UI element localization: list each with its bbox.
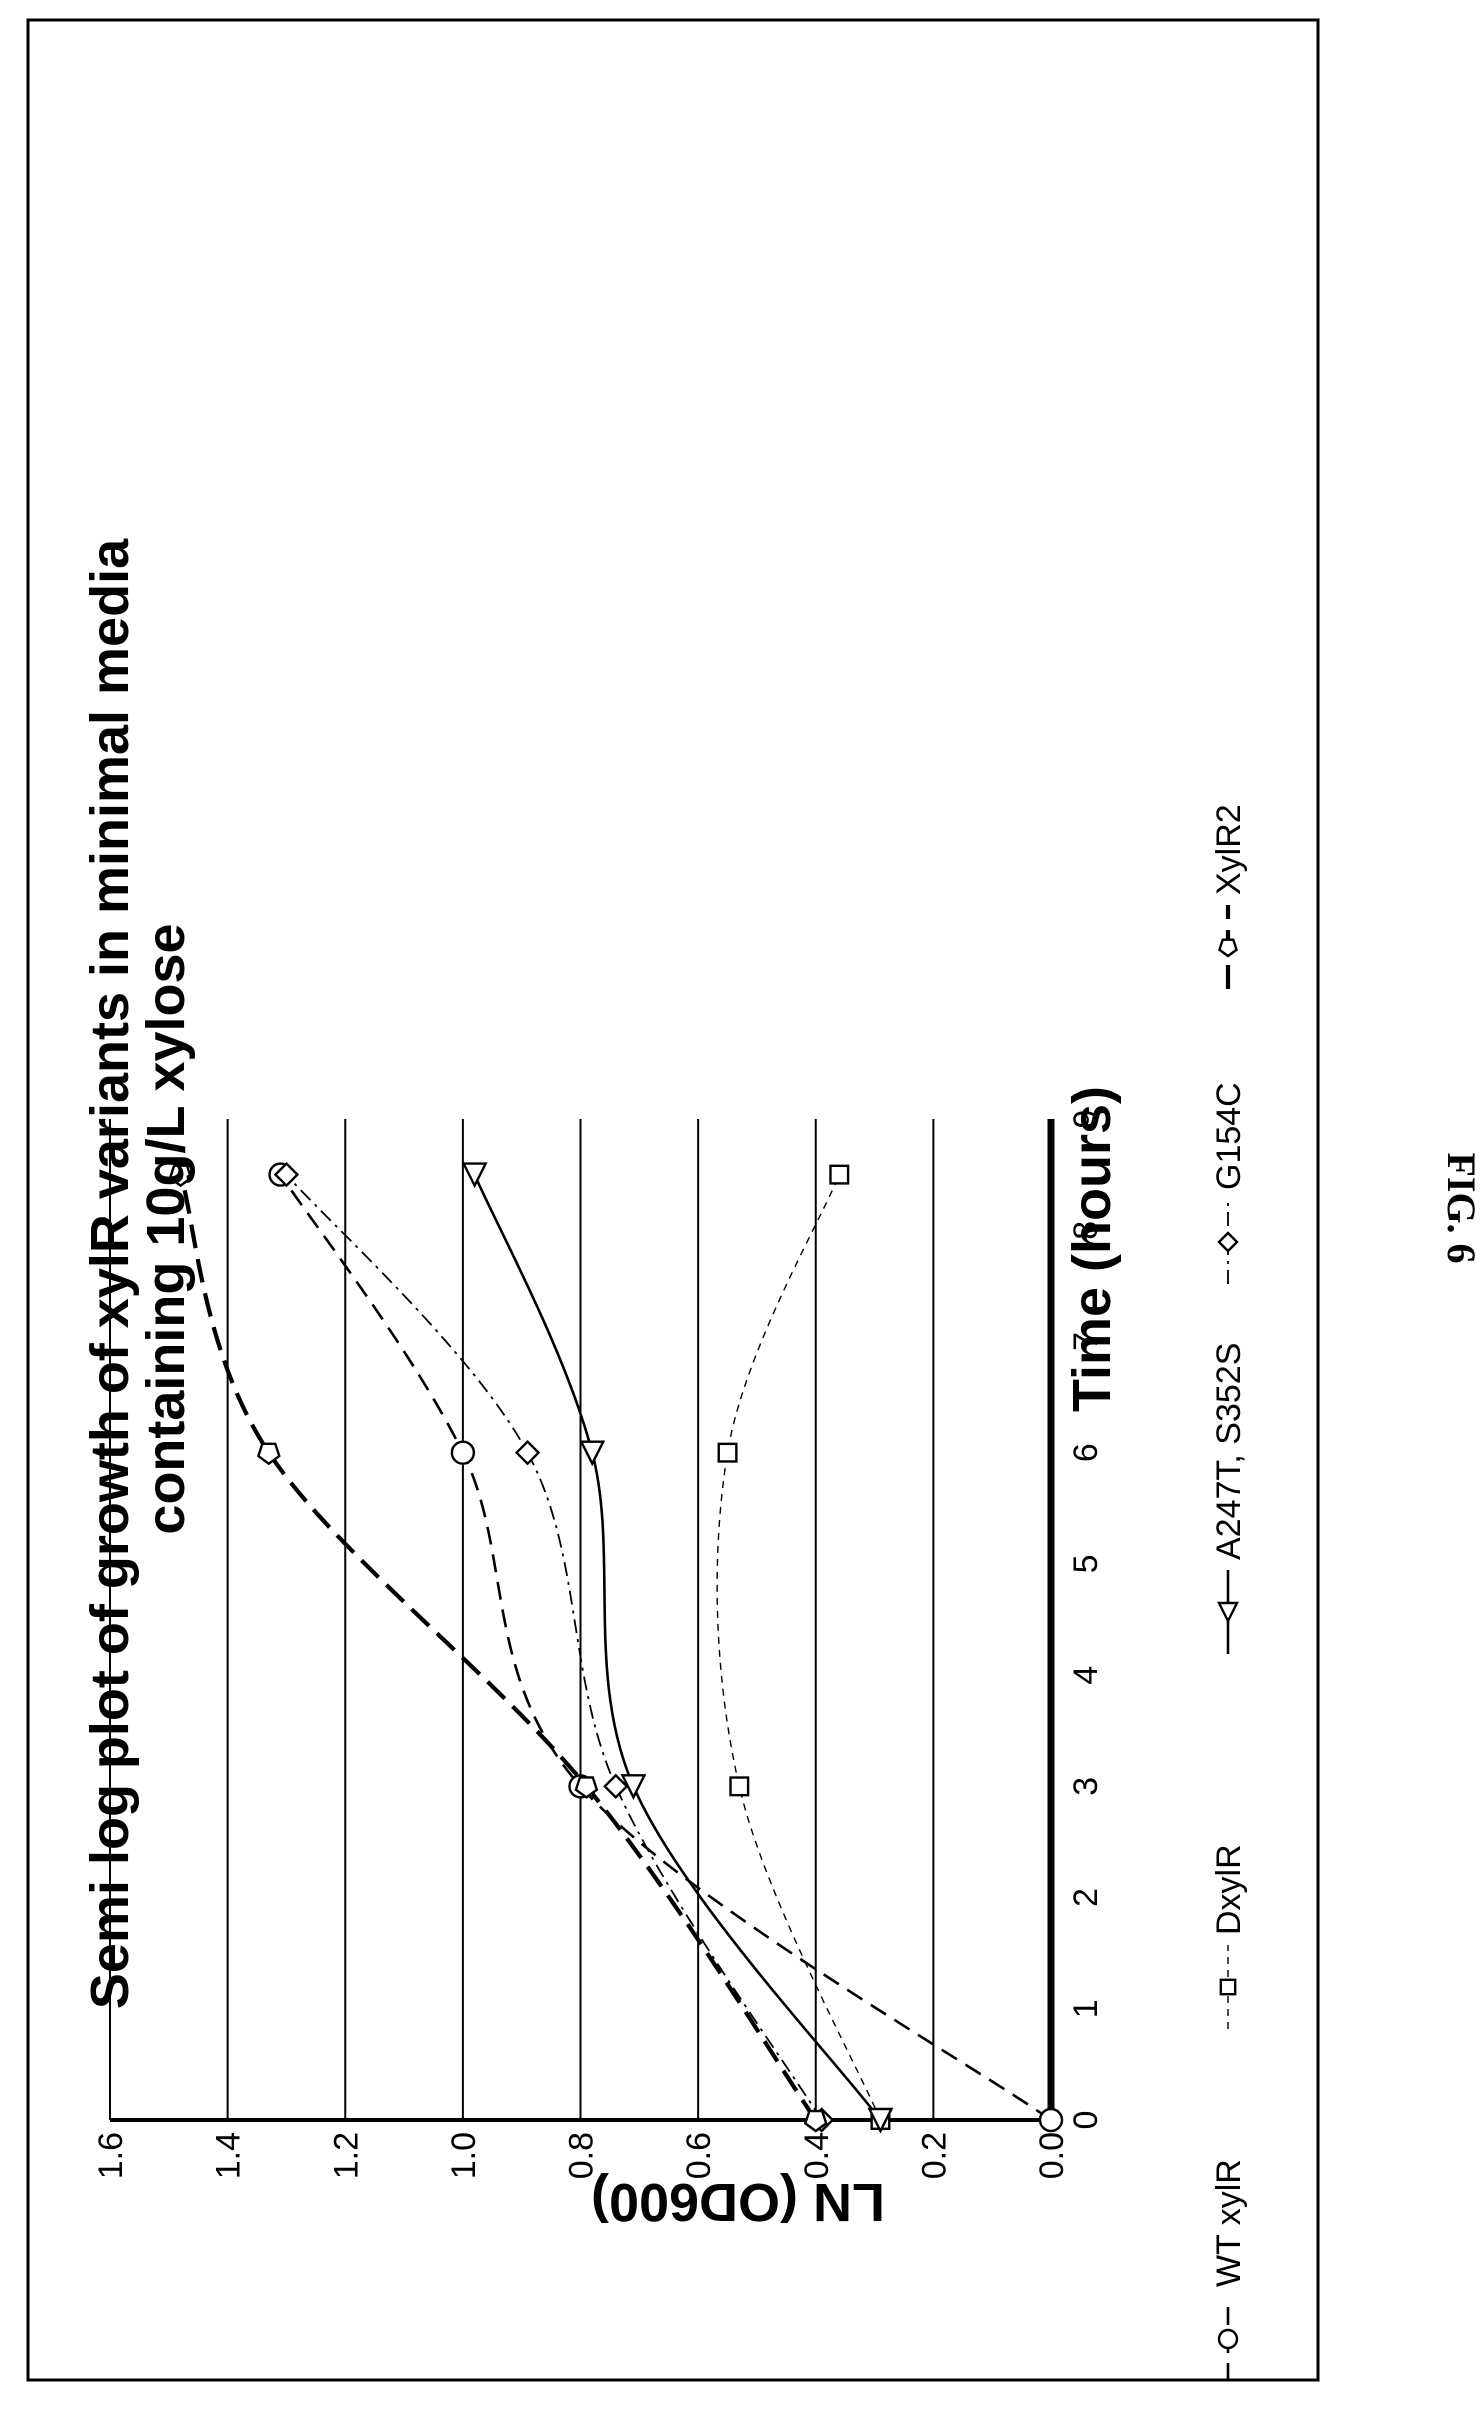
x-tick-labels: 0 1 2 3 4 5 6 7 8 9: [1067, 1110, 1105, 2130]
data-point-xylr2: [803, 2109, 828, 2133]
y-tick-label: 0.4: [798, 2132, 836, 2179]
y-tick-label: 1.0: [445, 2132, 483, 2179]
y-tick-label: 0.0: [1033, 2132, 1071, 2179]
x-tick-label: 0: [1067, 2111, 1105, 2130]
series-line-xylr2: [178, 1173, 818, 2122]
gridlines: [109, 1119, 935, 2120]
data-point-wt-xylr: [450, 1440, 476, 1465]
y-tick-label: 1.2: [327, 2132, 365, 2179]
data-point-g154c: [514, 1439, 541, 1466]
y-tick-label: 0.8: [563, 2132, 601, 2179]
data-point-xylr2: [168, 1164, 193, 1188]
x-tick-label: 3: [1067, 1777, 1105, 1796]
legend-label-a247t-s352s: A247T, S352S: [1210, 1343, 1248, 1560]
legend-label-wt-xylr: WT xylR: [1210, 2159, 1248, 2287]
data-point-dxylr: [829, 1164, 850, 1185]
figure-caption: FIG. 6: [1439, 1152, 1484, 1263]
y-axis-label: LN (OD600): [591, 2172, 885, 2232]
legend: WT xylR DxylR A247T, S352S G154C XylR2: [1210, 804, 1248, 2381]
figure-border: [26, 18, 1320, 2382]
x-tick-label: 8: [1067, 1221, 1105, 1240]
legend-label-xylr2: XylR2: [1210, 804, 1248, 895]
x-tick-label: 5: [1067, 1554, 1105, 1573]
series-line-a247t-s352s: [473, 1174, 882, 2121]
y-tick-label: 1.6: [92, 2132, 130, 2179]
series-layer: [168, 1161, 1064, 2134]
data-point-a247t-s352s: [579, 1440, 606, 1467]
x-tick-label: 1: [1067, 1999, 1105, 2018]
x-tick-label: 6: [1067, 1443, 1105, 1462]
chart: 0.0 0.2 0.4 0.6 0.8 1.0 1.2 1.4 1.6 0 1 2 3 4 5 6 7 8 9 S…: [80, 538, 1248, 2381]
x-tick-label: 2: [1067, 1888, 1105, 1907]
y-tick-labels: 0.0 0.2 0.4 0.6 0.8 1.0 1.2 1.4 1.6: [92, 2132, 1071, 2179]
series-line-g154c: [285, 1174, 823, 2121]
x-tick-label: 9: [1067, 1110, 1105, 1129]
y-tick-label: 1.4: [210, 2132, 248, 2179]
data-point-g154c: [273, 1161, 300, 1188]
data-point-a247t-s352s: [867, 2107, 894, 2134]
data-point-dxylr: [729, 1776, 750, 1797]
legend-marker-wt-xylr: [1217, 2328, 1239, 2350]
chart-title-line-2: containing 10g/L xylose: [136, 923, 196, 1534]
legend-label-g154c: G154C: [1210, 1082, 1248, 1190]
x-axis-label: Time (hours): [1062, 1086, 1122, 1412]
legend-label-dxylr: DxylR: [1210, 1844, 1248, 1935]
data-point-g154c: [603, 1773, 629, 1800]
x-tick-label: 4: [1067, 1666, 1105, 1685]
y-tick-label: 0.6: [680, 2132, 718, 2179]
series-line-wt-xylr: [279, 1173, 1052, 2122]
chart-title-line-1: Semi log plot of growth of xylR variants…: [80, 538, 140, 2009]
x-tick-label: 7: [1067, 1332, 1105, 1351]
data-point-xylr2: [574, 1776, 599, 1799]
data-point-dxylr: [717, 1442, 738, 1463]
legend-marker-a247t-s352s: [1217, 1601, 1239, 1624]
legend-marker-xylr2: [1218, 938, 1238, 958]
legend-marker-dxylr: [1219, 1978, 1237, 1996]
data-point-xylr2: [256, 1442, 281, 1466]
legend-marker-g154c: [1217, 1231, 1239, 1253]
data-point-a247t-s352s: [461, 1162, 488, 1189]
y-tick-label: 0.2: [915, 2132, 953, 2179]
series-line-dxylr: [716, 1174, 882, 2121]
axes: [110, 1119, 1055, 2122]
data-point-wt-xylr: [1038, 2107, 1064, 2133]
